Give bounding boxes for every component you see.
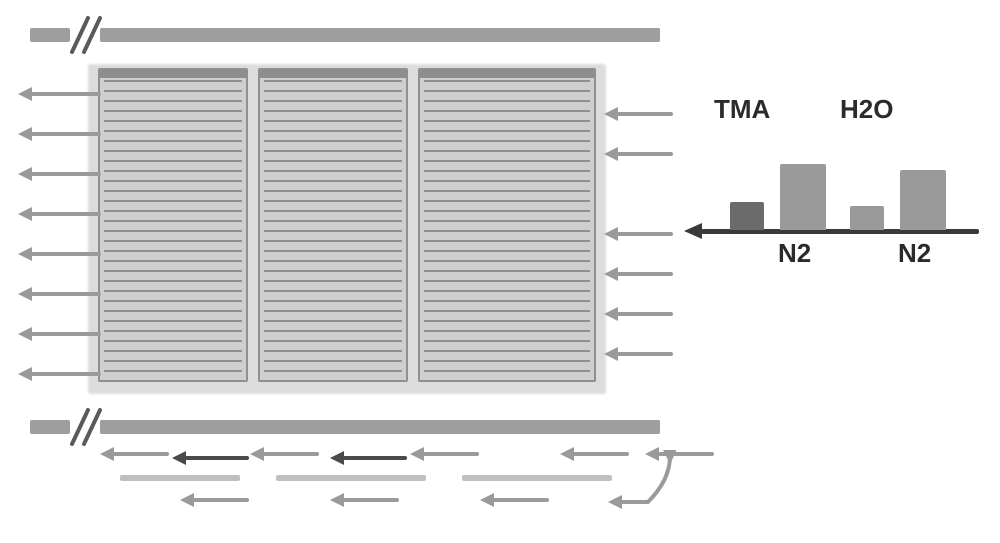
inflow-arrow-icon-1 <box>604 107 673 121</box>
pulse-bar-4 <box>900 170 946 230</box>
flow-return-curve-icon <box>606 448 676 512</box>
outflow-arrow-icon-4 <box>18 207 101 221</box>
label-h2o: H2O <box>840 94 893 125</box>
outflow-arrow-icon-5 <box>18 247 101 261</box>
flow-segment-2 <box>276 475 426 481</box>
label-n2-b: N2 <box>898 238 931 269</box>
inflow-arrow-icon-2 <box>604 147 673 161</box>
panel-set <box>98 68 596 382</box>
flow-top-arrow-icon-1 <box>100 447 169 461</box>
bottom-rail-right <box>100 420 660 434</box>
panel-2 <box>258 68 408 382</box>
inflow-arrow-icon-4 <box>604 267 673 281</box>
flow-top-arrow-icon-2 <box>250 447 319 461</box>
panel-3 <box>418 68 596 382</box>
outflow-arrow-icon-8 <box>18 367 101 381</box>
outflow-arrow-icon-3 <box>18 167 101 181</box>
outflow-arrow-icon-1 <box>18 87 101 101</box>
inflow-arrow-icon-5 <box>604 307 673 321</box>
label-tma: TMA <box>714 94 770 125</box>
top-rail-right <box>100 28 660 42</box>
outflow-arrow-icon-7 <box>18 327 101 341</box>
top-rail-left <box>30 28 70 42</box>
flow-segment-3 <box>462 475 612 481</box>
pulse-bar-3 <box>850 206 884 230</box>
diagram-canvas: { "canvas": { "width": 1000, "height": 5… <box>0 0 1000 543</box>
flow-bottom-arrow-icon-1 <box>180 493 249 507</box>
label-n2-a: N2 <box>778 238 811 269</box>
flow-bottom-arrow-icon-3 <box>480 493 549 507</box>
panel-1 <box>98 68 248 382</box>
flow-segment-1 <box>120 475 240 481</box>
outflow-arrow-icon-2 <box>18 127 101 141</box>
inflow-arrow-icon-6 <box>604 347 673 361</box>
flow-bottom-arrow-icon-2 <box>330 493 399 507</box>
flow-dark-arrow-icon-1 <box>172 451 249 465</box>
pulse-bar-2 <box>780 164 826 230</box>
flow-top-arrow-icon-3 <box>410 447 479 461</box>
inflow-arrow-icon-3 <box>604 227 673 241</box>
pulse-minichart: TMA H2O N2 N2 <box>690 120 978 270</box>
bottom-rail-left <box>30 420 70 434</box>
flow-dark-arrow-icon-2 <box>330 451 407 465</box>
pulse-bar-1 <box>730 202 764 230</box>
outflow-arrow-icon-6 <box>18 287 101 301</box>
